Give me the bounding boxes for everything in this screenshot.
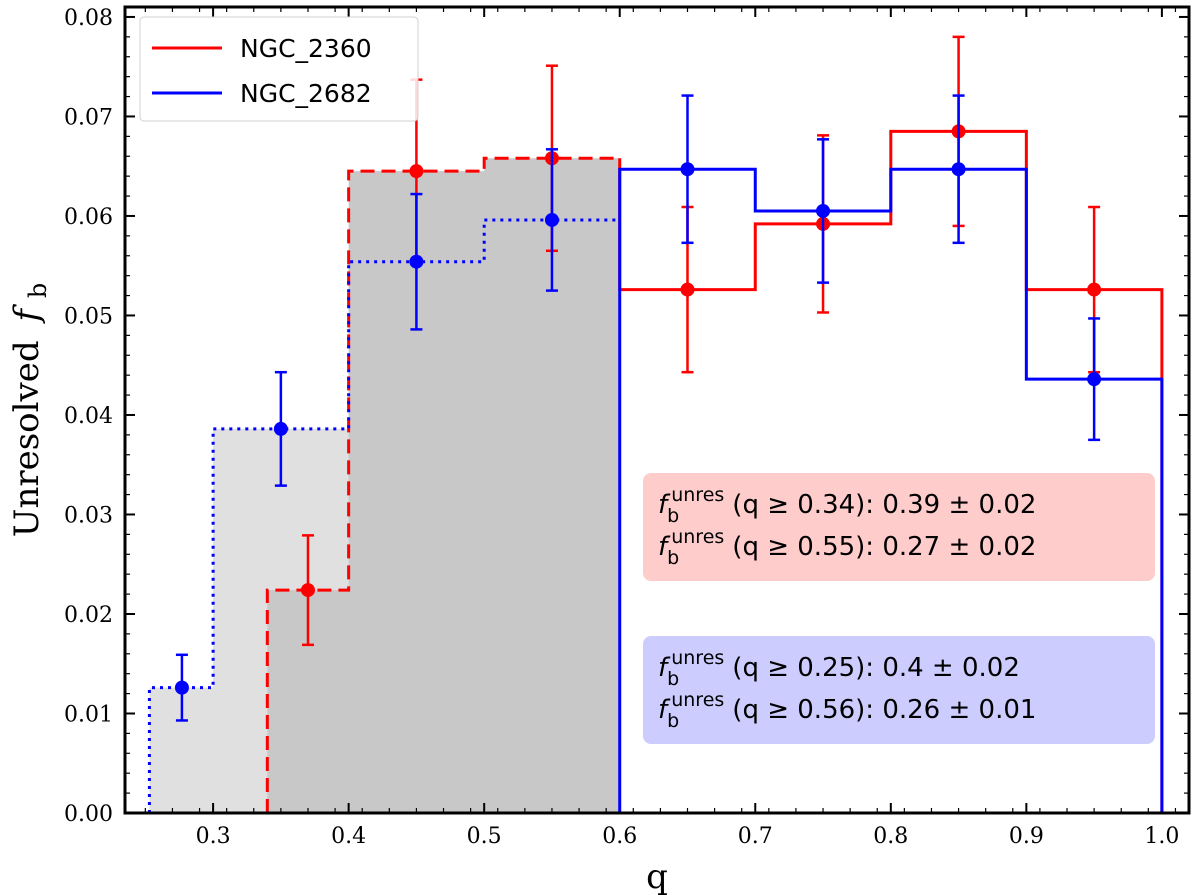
annotation-box-ngc2682: fbunres (q ≥ 0.25): 0.4 ± 0.02 fbunres (q … — [643, 636, 1155, 744]
point-ngc2360-1 — [409, 164, 424, 179]
annotation-sup: unres — [671, 484, 724, 506]
step-ngc2360-dashed — [265, 156, 620, 813]
point-ngc2682-0 — [174, 680, 189, 695]
point-ngc2360-6 — [1087, 282, 1102, 297]
annotation-sup: unres — [671, 689, 724, 711]
x-tick-label-6: 0.9 — [1009, 824, 1044, 849]
svg-text:fbunres(q ≥ 0.34): 0.39 ± 0.02: fbunres (q ≥ 0.34): 0.39 ± 0.02 — [658, 484, 1036, 527]
point-ngc2360-0 — [300, 583, 315, 598]
x-tick-labels: 0.3 0.4 0.5 0.6 0.7 0.8 0.9 1.0 — [196, 824, 1180, 849]
point-ngc2682-3 — [544, 212, 559, 227]
point-ngc2682-5 — [816, 203, 831, 218]
svg-text:fbunres(q ≥ 0.25): 0.4 ± 0.02: fbunres (q ≥ 0.25): 0.4 ± 0.02 — [658, 647, 1020, 690]
x-tick-label-3: 0.6 — [602, 824, 637, 849]
x-tick-label-4: 0.7 — [738, 824, 773, 849]
annotation-ngc2360-line1: (q ≥ 0.34): 0.39 ± 0.02 — [732, 490, 1036, 520]
annotation-sub: b — [667, 668, 679, 690]
y-axis-label-sub: b — [24, 283, 52, 298]
legend-label-ngc2360: NGC_2360 — [240, 34, 372, 63]
annotation-ngc2360-line2: (q ≥ 0.55): 0.27 ± 0.02 — [732, 532, 1036, 562]
annotation-sub: b — [667, 547, 679, 569]
legend-label-ngc2682: NGC_2682 — [240, 79, 372, 108]
point-ngc2682-2 — [409, 254, 424, 269]
y-tick-label-1: 0.01 — [64, 702, 113, 727]
point-ngc2360-3 — [680, 282, 695, 297]
y-tick-label-0: 0.00 — [64, 802, 113, 827]
x-tick-label-5: 0.8 — [873, 824, 908, 849]
y-axis-label: Unresolved f b — [7, 283, 52, 537]
annotation-box-ngc2360: fbunres (q ≥ 0.34): 0.39 ± 0.02 fbunres (q… — [643, 473, 1155, 581]
shaded-region — [149, 158, 620, 813]
point-ngc2682-6 — [951, 162, 966, 177]
y-tick-labels: 0.00 0.01 0.02 0.03 0.04 0.05 0.06 0.07 0.08 — [64, 6, 113, 827]
y-axis-label-main: Unresolved — [7, 340, 47, 537]
annotation-sub: b — [667, 710, 679, 732]
annotation-sub: b — [667, 505, 679, 527]
x-tick-label-0: 0.3 — [196, 824, 231, 849]
y-tick-label-2: 0.02 — [64, 603, 113, 628]
point-ngc2682-1 — [273, 421, 288, 436]
y-tick-label-3: 0.03 — [64, 503, 113, 528]
data-points — [174, 35, 1102, 722]
annotation-sup: unres — [671, 647, 724, 669]
point-ngc2682-7 — [1087, 372, 1102, 387]
point-ngc2682-4 — [680, 162, 695, 177]
shade-ngc2360 — [267, 158, 620, 813]
x-tick-label-1: 0.4 — [331, 824, 366, 849]
y-tick-label-6: 0.06 — [64, 205, 113, 230]
legend: NGC_2360 NGC_2682 — [139, 16, 419, 122]
y-tick-label-5: 0.05 — [64, 304, 113, 329]
step-ngc2682-dashed — [147, 218, 620, 813]
x-tick-label-7: 1.0 — [1144, 824, 1179, 849]
x-axis-label: q — [646, 857, 668, 895]
svg-text:Unresolved f b: Unresolved f b — [7, 283, 52, 537]
plot-frame — [123, 5, 1191, 815]
annotation-bg-ngc2360 — [643, 473, 1155, 581]
legend-box — [139, 16, 419, 122]
svg-text:fbunres(q ≥ 0.56): 0.26 ± 0.01: fbunres (q ≥ 0.56): 0.26 ± 0.01 — [658, 689, 1036, 732]
y-axis-label-symbol: f — [7, 304, 47, 325]
annotation-ngc2682-line2: (q ≥ 0.56): 0.26 ± 0.01 — [732, 695, 1036, 725]
x-tick-label-2: 0.5 — [467, 824, 502, 849]
y-tick-label-4: 0.04 — [64, 404, 113, 429]
annotation-bg-ngc2682 — [643, 636, 1155, 744]
annotation-sup: unres — [671, 526, 724, 548]
y-tick-label-7: 0.07 — [64, 105, 113, 130]
annotation-ngc2682-line1: (q ≥ 0.25): 0.4 ± 0.02 — [732, 653, 1020, 683]
y-tick-label-8: 0.08 — [64, 6, 113, 31]
